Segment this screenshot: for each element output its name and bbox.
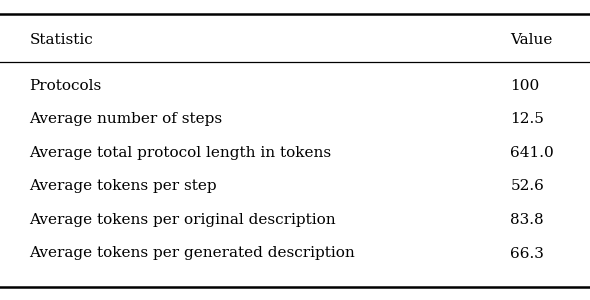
Text: Protocols: Protocols [30, 79, 101, 92]
Text: Average total protocol length in tokens: Average total protocol length in tokens [30, 146, 332, 160]
Text: 100: 100 [510, 79, 540, 92]
Text: 66.3: 66.3 [510, 247, 544, 260]
Text: Average number of steps: Average number of steps [30, 112, 222, 126]
Text: 52.6: 52.6 [510, 179, 544, 193]
Text: 12.5: 12.5 [510, 112, 544, 126]
Text: Average tokens per step: Average tokens per step [30, 179, 217, 193]
Text: 641.0: 641.0 [510, 146, 554, 160]
Text: Value: Value [510, 34, 553, 47]
Text: Statistic: Statistic [30, 34, 93, 47]
Text: 83.8: 83.8 [510, 213, 544, 227]
Text: Average tokens per original description: Average tokens per original description [30, 213, 336, 227]
Text: Average tokens per generated description: Average tokens per generated description [30, 247, 355, 260]
